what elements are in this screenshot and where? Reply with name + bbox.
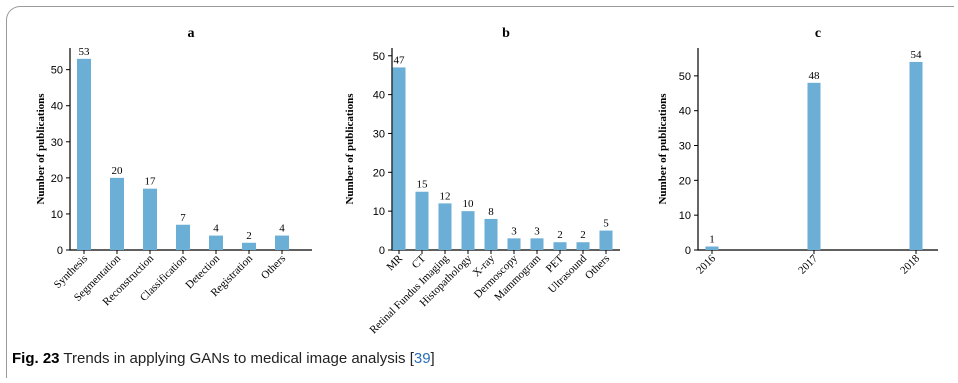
panel-c-category-label: 2016 bbox=[694, 252, 718, 276]
panel-b-y-axis-label: Number of publications bbox=[344, 93, 356, 205]
panel-b-bar bbox=[438, 203, 452, 250]
panel-b-category-label: MR bbox=[385, 252, 406, 273]
panel-a-y-tick-label: 40 bbox=[51, 101, 63, 113]
panel-a-y-tick-label: 20 bbox=[51, 173, 63, 185]
panel-a-y-tick-label: 0 bbox=[57, 245, 63, 257]
panel-b-bar bbox=[392, 67, 406, 250]
panel-b-bar bbox=[576, 242, 590, 250]
panel-a-y-axis-label: Number of publications bbox=[35, 93, 47, 205]
panel-c-bar bbox=[705, 246, 719, 250]
figure-caption: Fig. 23 Trends in applying GANs to medic… bbox=[12, 350, 772, 367]
panel-b-value-label: 3 bbox=[534, 225, 540, 237]
panel-b-value-label: 15 bbox=[417, 179, 429, 191]
panel-a-value-label: 17 bbox=[145, 176, 157, 188]
panel-c-y-tick-label: 40 bbox=[679, 106, 691, 118]
panel-a-y-tick-label: 10 bbox=[51, 209, 63, 221]
panel-b-bar bbox=[415, 191, 429, 250]
panel-b-category-label: Others bbox=[583, 253, 612, 282]
panel-b-value-label: 2 bbox=[557, 229, 563, 241]
panel-b-y-tick-label: 0 bbox=[379, 245, 385, 257]
panel-b-value-label: 10 bbox=[463, 198, 475, 210]
panel-b-y-tick-label: 20 bbox=[373, 167, 385, 179]
panel-a-bar bbox=[77, 58, 91, 251]
panel-b-value-label: 8 bbox=[488, 206, 494, 218]
panel-c-value-label: 1 bbox=[709, 234, 715, 246]
panel-b-category-label: CT bbox=[410, 252, 429, 271]
panel-b-bar bbox=[484, 218, 498, 250]
panel-c-bar bbox=[807, 82, 821, 251]
panel-b-y-tick-label: 30 bbox=[373, 128, 385, 140]
panel-b-bar bbox=[507, 238, 521, 250]
panel-a-axes bbox=[69, 48, 312, 251]
panel-b-value-label: 2 bbox=[580, 229, 586, 241]
panel-a-value-label: 7 bbox=[180, 212, 186, 224]
panel-c-y-axis-label: Number of publications bbox=[657, 93, 669, 205]
panel-c-value-label: 48 bbox=[809, 70, 821, 82]
panel-c-value-label: 54 bbox=[911, 49, 923, 61]
panel-b-title: b bbox=[502, 26, 510, 41]
panel-a-bar bbox=[242, 242, 256, 250]
caption-reference-link[interactable]: 39 bbox=[413, 350, 431, 367]
panel-c-y-tick-label: 0 bbox=[685, 245, 691, 257]
panel-c-category-label: 2018 bbox=[898, 252, 922, 276]
panel-c-title: c bbox=[815, 26, 821, 41]
panel-b-value-label: 47 bbox=[394, 54, 406, 66]
panel-a-value-label: 4 bbox=[279, 223, 285, 235]
panel-c-y-tick-label: 10 bbox=[679, 210, 691, 222]
panel-a-bar bbox=[143, 188, 157, 250]
panel-c-bar bbox=[909, 61, 923, 251]
panel-a-value-label: 4 bbox=[213, 223, 219, 235]
panel-b-bar bbox=[530, 238, 544, 250]
panel-c-category-label: 2017 bbox=[796, 252, 820, 276]
panel-b-y-tick-label: 50 bbox=[373, 51, 385, 63]
panel-a-bar bbox=[275, 235, 289, 250]
panel-a-bar bbox=[176, 224, 190, 250]
panel-a-title: a bbox=[188, 26, 195, 41]
caption-text-end: ] bbox=[430, 350, 435, 367]
panel-a-category-label: Others bbox=[259, 253, 288, 282]
figure-frame bbox=[6, 6, 954, 378]
panel-a-y-tick-label: 50 bbox=[51, 65, 63, 77]
panel-b-y-tick-label: 40 bbox=[373, 90, 385, 102]
caption-text: Trends in applying GANs to medical image… bbox=[63, 350, 414, 367]
panel-b-y-tick-label: 10 bbox=[373, 206, 385, 218]
panel-b-bar bbox=[461, 211, 475, 250]
panel-b-value-label: 12 bbox=[440, 190, 451, 202]
panel-a-y-tick-label: 30 bbox=[51, 137, 63, 149]
panel-c-y-tick-label: 30 bbox=[679, 141, 691, 153]
panel-a-bar bbox=[110, 177, 124, 250]
figure-label: Fig. 23 bbox=[12, 350, 60, 367]
panel-b-value-label: 5 bbox=[603, 218, 609, 230]
panel-b-value-label: 3 bbox=[511, 225, 517, 237]
panel-b-bar bbox=[599, 230, 613, 250]
panel-b-bar bbox=[553, 242, 567, 250]
panel-a-value-label: 53 bbox=[79, 46, 91, 58]
panel-a-value-label: 2 bbox=[246, 230, 252, 242]
panel-c-y-tick-label: 50 bbox=[679, 71, 691, 83]
panel-a-value-label: 20 bbox=[112, 165, 124, 177]
panel-a-bar bbox=[209, 235, 223, 250]
panel-c-y-tick-label: 20 bbox=[679, 175, 691, 187]
